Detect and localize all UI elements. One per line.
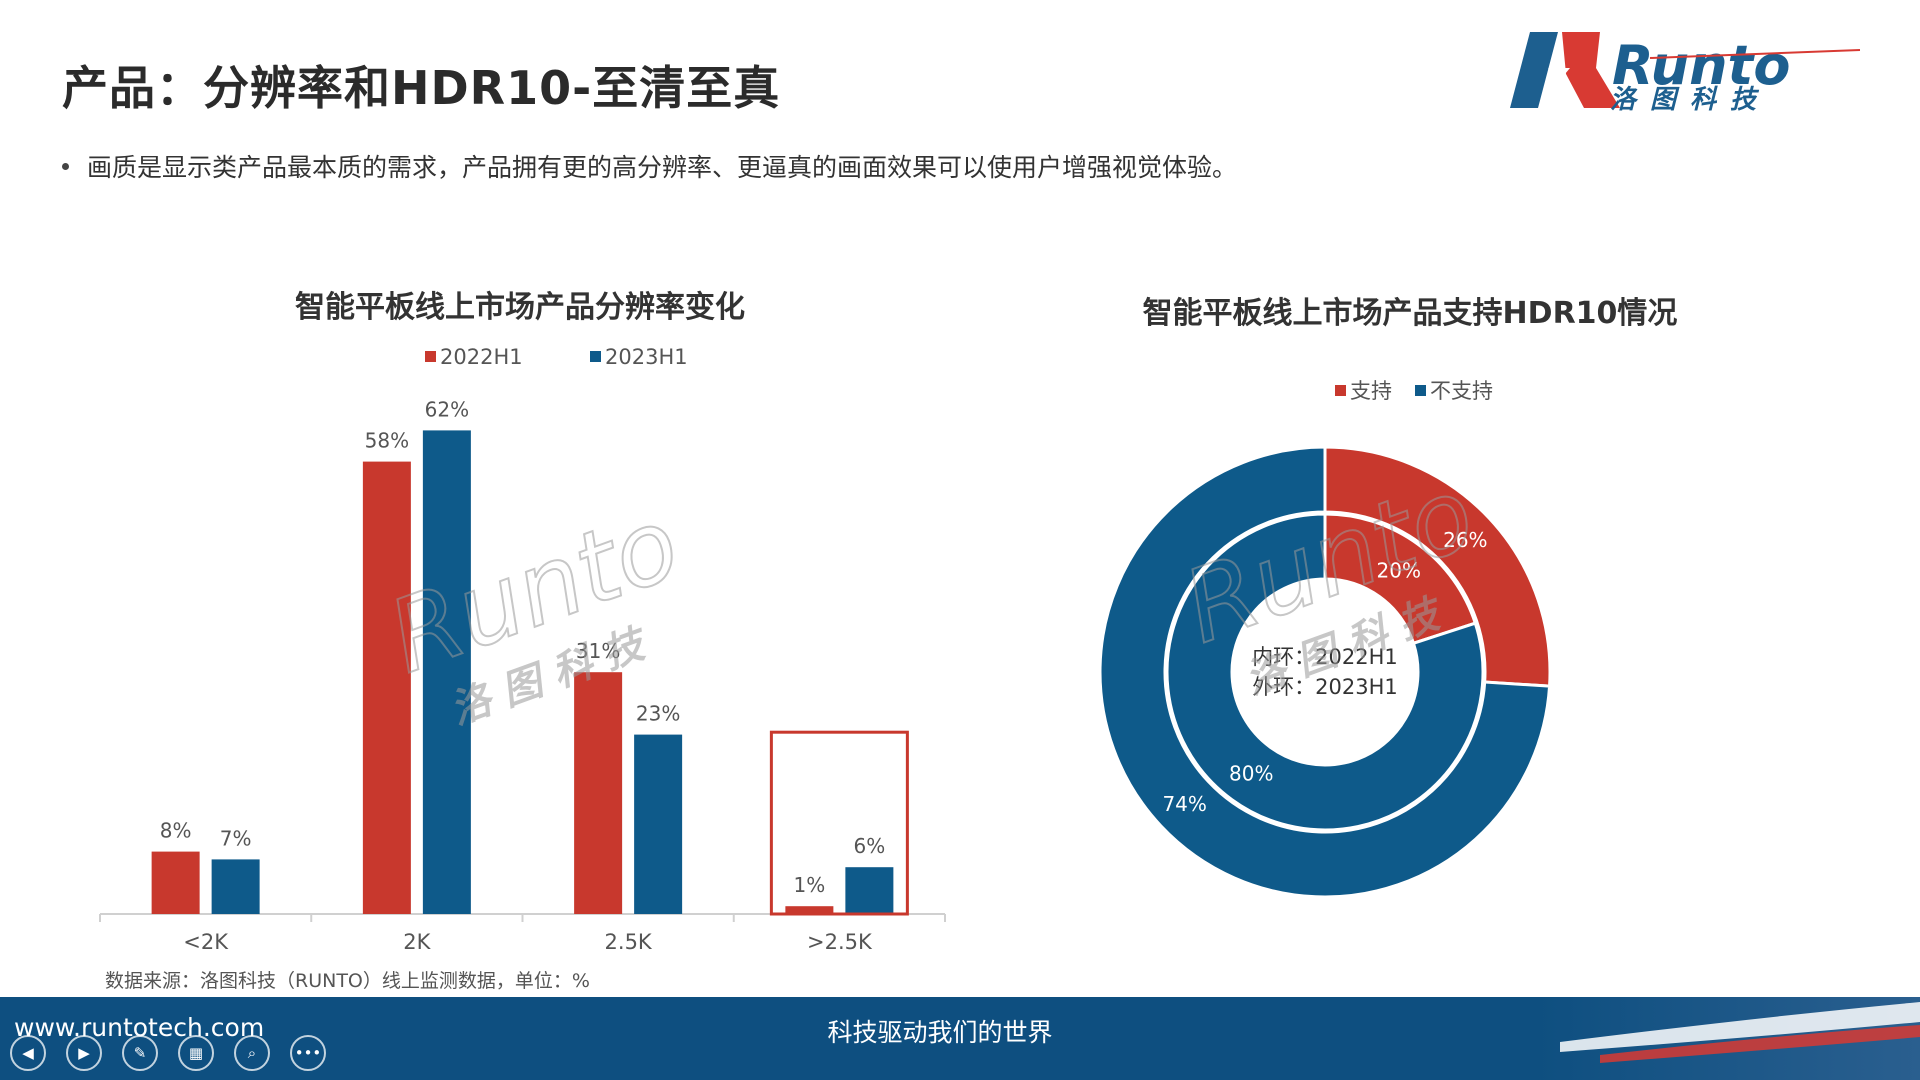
pie-legend-no-support: 不支持 xyxy=(1415,375,1493,405)
watermark-left: Runto 洛 图 科 技 xyxy=(380,484,694,730)
next-icon: ▶ xyxy=(78,1044,90,1062)
logo-subtext: 洛图科技 xyxy=(1610,85,1770,113)
pen-button[interactable]: ✎ xyxy=(122,1035,158,1071)
bullet-text: 画质是显示类产品最本质的需求，产品拥有更的高分辨率、更逼真的画面效果可以使用户增… xyxy=(87,153,1238,182)
prev-slide-button[interactable]: ◀ xyxy=(10,1035,46,1071)
bullet-dot xyxy=(62,162,69,170)
donut-center-label: 外环：2023H1 xyxy=(1252,675,1398,699)
bar-2023H1-2K xyxy=(422,430,471,914)
inner-ring-slice-label: 80% xyxy=(1229,762,1273,786)
x-tick-label: 2K xyxy=(403,930,431,954)
legend-label: 不支持 xyxy=(1430,379,1493,403)
slides-button[interactable]: ▦ xyxy=(178,1035,214,1071)
bar-2022H1->2.5K xyxy=(785,906,834,914)
outer-ring-slice-1 xyxy=(1100,445,1550,899)
bar-data-label: 23% xyxy=(636,702,680,726)
bar-data-label: 6% xyxy=(854,834,886,858)
pie-legend-support: 支持 xyxy=(1335,375,1392,405)
x-tick-label: 2.5K xyxy=(605,930,653,954)
source-note: 数据来源：洛图科技（RUNTO）线上监测数据，单位：% xyxy=(105,970,590,992)
more-icon: ••• xyxy=(294,1044,322,1062)
legend-label: 2022H1 xyxy=(440,345,523,369)
legend-swatch-red xyxy=(425,350,436,362)
page-title: 产品：分辨率和HDR10-至清至真 xyxy=(62,61,781,115)
legend-swatch-blue xyxy=(1415,384,1426,396)
x-tick-label: >2.5K xyxy=(807,930,873,954)
bar-data-label: 7% xyxy=(220,826,252,850)
bar-2022H1-<2K xyxy=(151,851,200,914)
more-button[interactable]: ••• xyxy=(290,1035,326,1071)
legend-swatch-blue xyxy=(590,350,601,362)
bar-data-label: 62% xyxy=(425,397,469,421)
outer-ring-slice-0 xyxy=(1323,445,1550,688)
bar-2022H1-2K xyxy=(362,461,411,914)
prev-icon: ◀ xyxy=(22,1044,34,1062)
bar-data-label: 8% xyxy=(160,819,192,843)
outer-ring-slice-label: 26% xyxy=(1443,528,1487,552)
legend-swatch-red xyxy=(1335,384,1346,396)
inner-ring-slice-1 xyxy=(1165,512,1485,832)
runto-logo: Runto 洛图科技 xyxy=(1510,32,1861,113)
donut-center-label: 内环：2022H1 xyxy=(1252,645,1398,669)
bar-2023H1->2.5K xyxy=(845,867,894,914)
outer-ring-slice-label: 74% xyxy=(1162,792,1206,816)
pen-icon: ✎ xyxy=(133,1044,147,1062)
slides-icon: ▦ xyxy=(188,1044,204,1062)
next-slide-button[interactable]: ▶ xyxy=(66,1035,102,1071)
legend-label: 支持 xyxy=(1350,379,1392,403)
footer-slogan: 科技驱动我们的世界 xyxy=(827,1018,1053,1047)
bar-data-label: 31% xyxy=(576,639,620,663)
bar-2023H1-<2K xyxy=(211,859,260,914)
logo-text: Runto xyxy=(1612,34,1790,97)
zoom-button[interactable]: ⌕ xyxy=(234,1035,270,1071)
resolution-bar-chart: <2K 8% 7% 2K 58% 62% 2.5K 31% 23% >2.5K 1% 6% xyxy=(99,397,946,954)
intro-bullet: 画质是显示类产品最本质的需求，产品拥有更的高分辨率、更逼真的画面效果可以使用户增… xyxy=(62,148,1237,184)
hdr10-donut-chart: 26% 74% 20% 80% 内环：2022H1 外环：2023H1 xyxy=(1100,445,1550,899)
x-tick-label: <2K xyxy=(183,930,229,954)
bar-data-label: 58% xyxy=(365,429,409,453)
bar-legend-2022: 2022H1 xyxy=(425,345,523,369)
bar-data-label: 1% xyxy=(794,873,826,897)
bar-chart-title: 智能平板线上市场产品分辨率变化 xyxy=(295,290,745,325)
bar-legend-2023: 2023H1 xyxy=(590,345,688,369)
legend-label: 2023H1 xyxy=(605,345,688,369)
watermark-right: Runto 洛 图 科 技 xyxy=(1175,454,1489,700)
pie-chart-title: 智能平板线上市场产品支持HDR10情况 xyxy=(1142,296,1678,331)
highlight-box xyxy=(769,730,909,916)
zoom-icon: ⌕ xyxy=(247,1044,257,1062)
inner-ring-slice-label: 20% xyxy=(1377,558,1421,582)
bar-2023H1-2.5K xyxy=(634,734,683,914)
bar-2022H1-2.5K xyxy=(574,672,623,914)
